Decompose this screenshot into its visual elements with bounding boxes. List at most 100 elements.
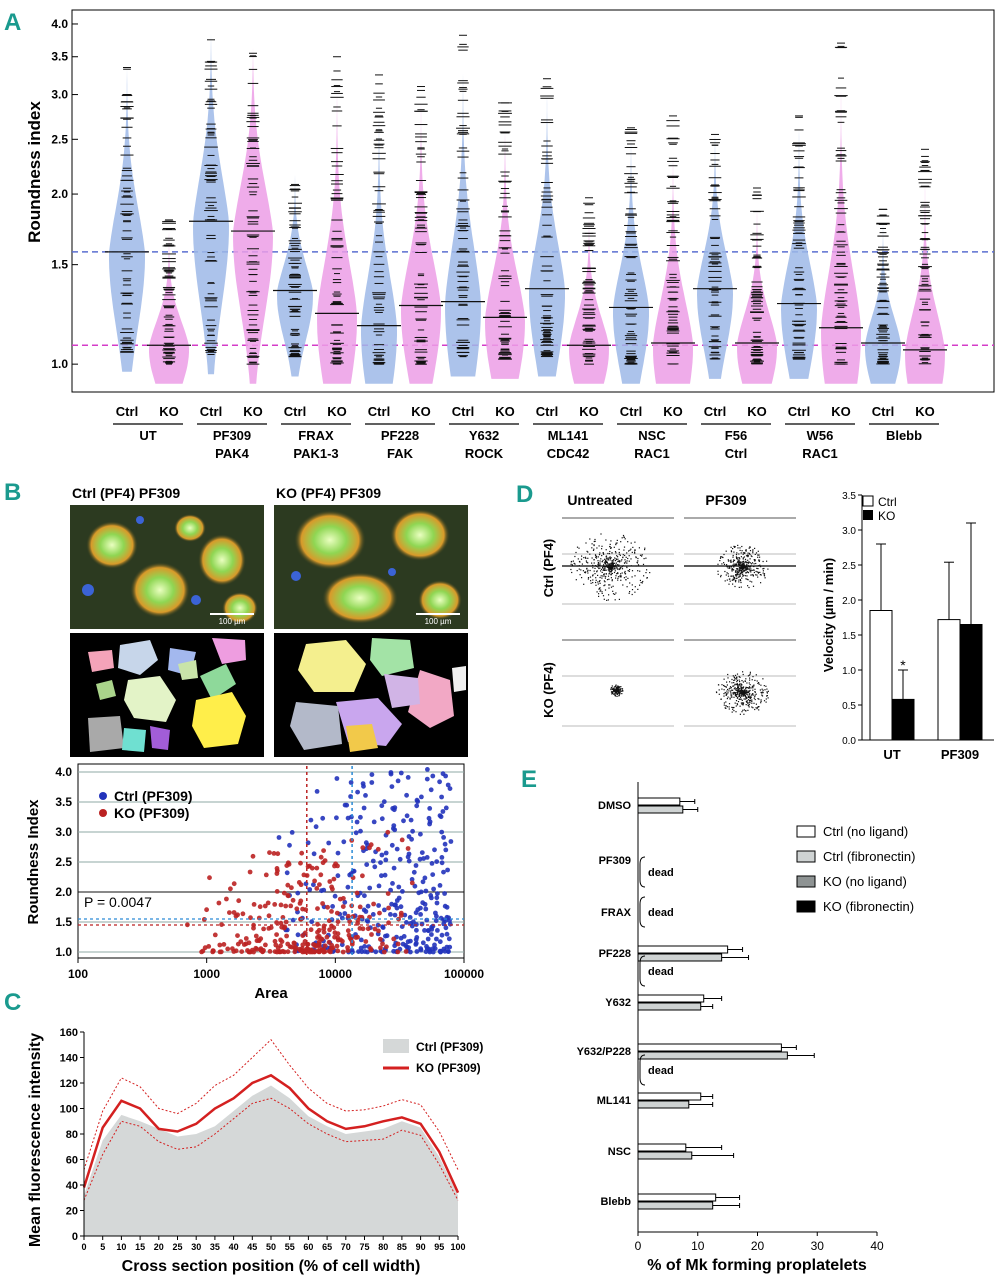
- track-point: [757, 706, 759, 708]
- track-point: [744, 695, 746, 697]
- panel-e-category-label: NSC: [608, 1146, 631, 1158]
- track-point: [598, 593, 600, 595]
- panel-a-ctrl-label: Ctrl: [200, 404, 222, 419]
- track-point: [643, 575, 645, 577]
- track-point: [621, 559, 623, 561]
- track-point: [749, 698, 751, 700]
- track-point: [592, 574, 594, 576]
- scatter-point-ctrl: [342, 802, 348, 808]
- track-point: [597, 566, 599, 568]
- scatter-point-ko: [262, 903, 268, 909]
- scatter-point-ctrl: [437, 939, 443, 945]
- track-point: [609, 557, 612, 560]
- track-point: [739, 688, 741, 690]
- scatter-point-ko: [251, 902, 257, 907]
- panel-b-legend-ko: KO (PF309): [114, 805, 189, 821]
- scatter-point-ctrl: [319, 888, 324, 894]
- track-point: [752, 686, 754, 688]
- track-point: [602, 552, 604, 554]
- track-point: [755, 552, 758, 554]
- panel-a-ko-label: KO: [327, 404, 347, 419]
- scatter-point-ko: [315, 906, 320, 911]
- track-point: [749, 701, 751, 703]
- track-point: [744, 570, 746, 572]
- track-point: [731, 568, 733, 570]
- track-point: [739, 692, 741, 694]
- track-point: [644, 547, 646, 549]
- track-point: [748, 696, 750, 698]
- track-point: [595, 565, 598, 567]
- track-point: [606, 566, 608, 568]
- track-point: [731, 696, 733, 698]
- track-point: [746, 700, 748, 702]
- track-point: [741, 684, 743, 686]
- track-point: [630, 558, 632, 560]
- panel-c-legend-ko: KO (PF309): [416, 1061, 481, 1075]
- scatter-point-ctrl: [404, 813, 410, 819]
- track-point: [739, 547, 741, 549]
- track-point: [611, 691, 614, 693]
- track-point: [742, 687, 744, 689]
- track-point: [604, 577, 606, 579]
- track-point: [749, 562, 751, 564]
- track-point: [730, 687, 732, 689]
- panel-d-legend-ko-swatch: [863, 510, 873, 520]
- proplatelet-bar-ctrl-no-ligand: [637, 1043, 782, 1052]
- track-point: [626, 560, 628, 562]
- track-point: [618, 565, 620, 567]
- track-point: [607, 559, 609, 561]
- track-point: [608, 594, 610, 596]
- track-point: [737, 557, 739, 559]
- track-point: [622, 534, 625, 537]
- track-point: [733, 577, 736, 579]
- track-point: [618, 686, 620, 688]
- track-point: [743, 690, 745, 692]
- scatter-point-ctrl: [365, 903, 371, 909]
- track-point: [642, 580, 644, 583]
- scatter-point-ko: [238, 939, 244, 944]
- track-point: [727, 559, 729, 561]
- track-point: [587, 551, 589, 553]
- track-point: [736, 684, 738, 686]
- track-point: [619, 692, 621, 694]
- track-point: [765, 685, 767, 687]
- track-point: [581, 577, 583, 579]
- track-point: [766, 688, 768, 690]
- track-point: [754, 547, 756, 549]
- scatter-point-ko: [395, 941, 401, 947]
- track-point: [621, 690, 623, 692]
- scatter-point-ko: [285, 882, 291, 888]
- scatter-point-ctrl: [345, 884, 351, 890]
- track-point: [576, 565, 578, 567]
- panel-b-ylabel: Roundness Index: [25, 799, 42, 925]
- track-point: [732, 554, 734, 557]
- panel-e-xtick-label: 10: [691, 1239, 705, 1253]
- track-point: [742, 564, 744, 566]
- scatter-point-ko: [274, 866, 280, 871]
- track-point: [740, 572, 742, 574]
- track-point: [625, 576, 627, 578]
- track-point: [729, 697, 731, 699]
- track-point: [746, 687, 748, 689]
- track-point: [614, 688, 616, 690]
- panel-e-legend-label: Ctrl (fibronectin): [823, 849, 915, 864]
- panel-a-ytick-label: 4.0: [51, 17, 68, 31]
- track-point: [762, 692, 764, 694]
- scatter-point-ctrl: [393, 902, 398, 908]
- track-point: [750, 568, 752, 570]
- scatter-point-ctrl: [335, 850, 341, 856]
- track-point: [626, 566, 628, 569]
- scatter-point-ctrl: [437, 779, 442, 785]
- track-point: [764, 689, 766, 691]
- track-point: [627, 577, 629, 579]
- track-point: [576, 546, 579, 548]
- scatter-point-ctrl: [342, 911, 348, 916]
- track-point: [598, 595, 600, 597]
- scatter-point-ctrl: [398, 770, 404, 776]
- track-point: [738, 694, 740, 696]
- scatter-point-ko: [324, 934, 330, 940]
- track-point: [634, 551, 636, 553]
- track-point: [752, 550, 754, 552]
- track-point: [612, 568, 614, 570]
